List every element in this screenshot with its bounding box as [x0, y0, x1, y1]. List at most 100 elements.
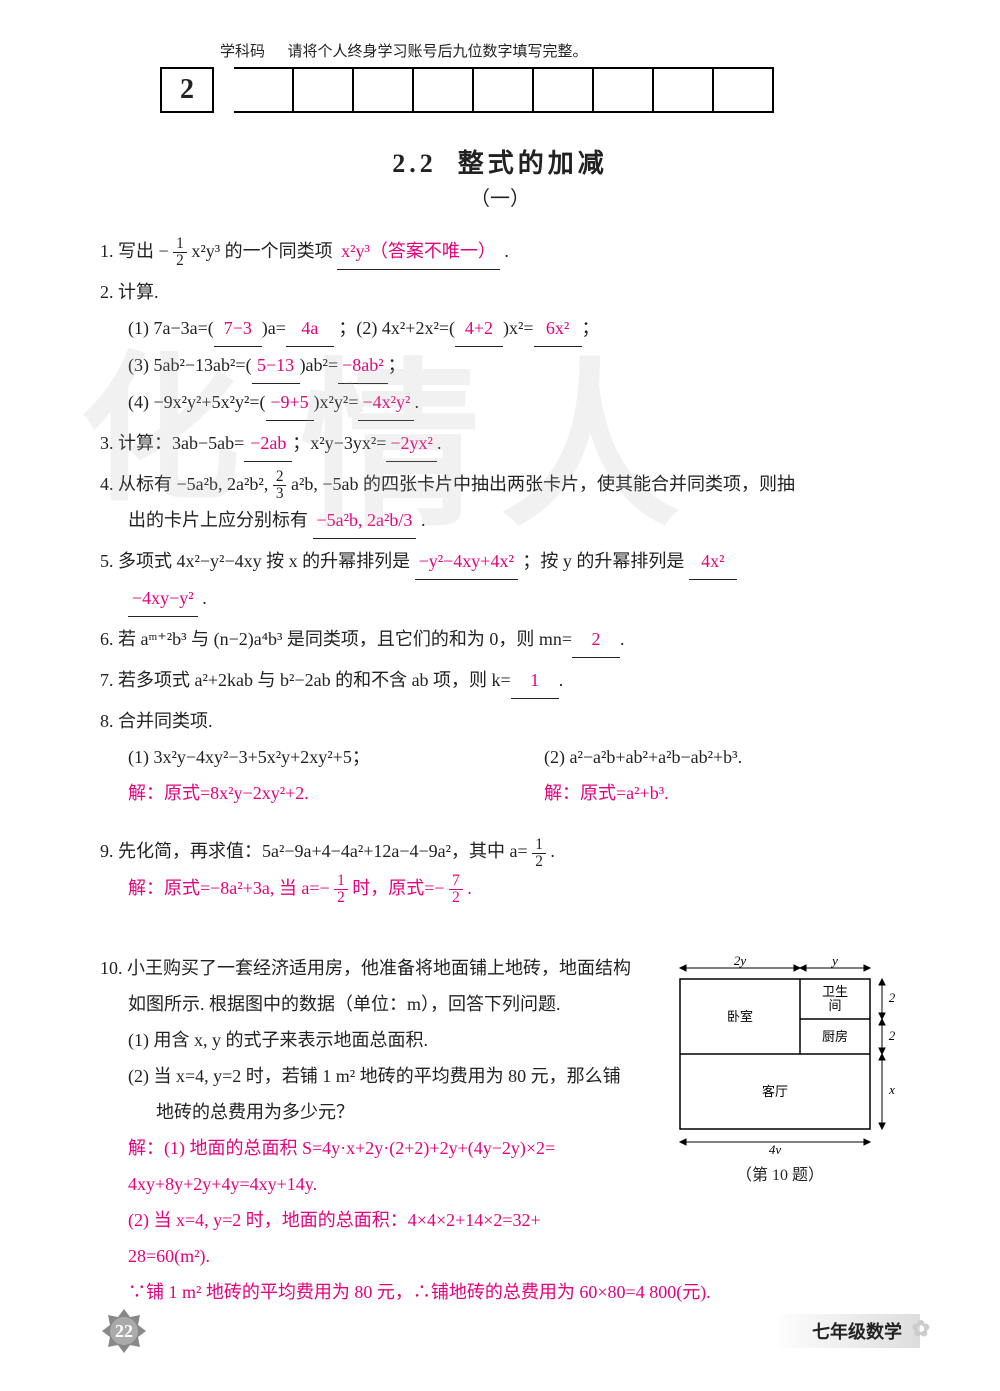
q4-c: 出的卡片上应分别标有: [128, 510, 308, 530]
q10-p2: (2) 当 x=4, y=2 时，若铺 1 m² 地砖的平均费用为 80 元，那…: [128, 1058, 644, 1094]
q2-4-ans2: −4x²y²: [358, 384, 414, 421]
q10-diagram: 卧室 卫生 间 厨房 客厅: [660, 954, 900, 1192]
q1-answer: x²y³（答案不唯一）: [337, 233, 500, 270]
q5-ans2a: 4x²: [689, 543, 737, 580]
section-title: 2.2 整式的加减: [100, 143, 900, 180]
code-boxes: 2: [160, 67, 900, 113]
svg-text:y: y: [830, 954, 838, 968]
q10-figcaption: （第 10 题）: [660, 1160, 900, 1192]
question-9: 9. 先化简，再求值：5a²−9a+4−4a²+12a−4−9a²，其中 a= …: [100, 833, 900, 906]
question-5: 5. 多项式 4x²−y²−4xy 按 x 的升幂排列是 −y²−4xy+4x²…: [100, 543, 900, 617]
q1-prefix: 1. 写出 −: [100, 241, 169, 261]
code-box[interactable]: [474, 67, 534, 113]
q6-a: 6. 若 aᵐ⁺²b³ 与 (n−2)a⁴b³ 是同类项，且它们的和为 0，则 …: [100, 629, 572, 649]
q2-1-ans1: 7−3: [214, 310, 262, 347]
q10-s2b: 28=60(m²).: [128, 1238, 644, 1274]
q10-l2: 如图所示. 根据图中的数据（单位：m），回答下列问题.: [128, 986, 644, 1022]
svg-text:卫生: 卫生: [822, 984, 848, 999]
q2-1a: (1) 7a−3a=(: [128, 318, 214, 338]
q10-s1: 解：(1) 地面的总面积 S=4y·x+2y·(2+2)+2y+(4y−2y)×…: [128, 1130, 644, 1166]
q2-4-ans1: −9+5: [266, 384, 314, 421]
page-number-badge: 22: [100, 1307, 148, 1355]
code-box[interactable]: [534, 67, 594, 113]
question-1: 1. 写出 − 12 x²y³ 的一个同类项 x²y³（答案不唯一） .: [100, 233, 900, 270]
q10-p1: (1) 用含 x, y 的式子来表示地面总面积.: [128, 1022, 644, 1058]
q2-1c: )a=: [262, 318, 286, 338]
q5-tail: .: [202, 588, 207, 608]
question-2: 2. 计算. (1) 7a−3a=(7−3)a=4a ；(2) 4x²+2x²=…: [100, 274, 900, 421]
q8-sol1: 解：原式=8x²y−2xy²+2.: [128, 775, 484, 811]
q4-b: a²b, −5ab 的四张卡片中抽出两张卡片，使其能合并同类项，则抽: [291, 474, 795, 494]
q9-sol-b: 时，原式=−: [352, 878, 444, 898]
flower-icon: ✿: [912, 1316, 930, 1342]
code-box[interactable]: [414, 67, 474, 113]
q5-ans2b: −4xy−y²: [128, 580, 198, 617]
q7-answer: 1: [511, 662, 559, 699]
q2-2a: ；(2) 4x²+2x²=(: [338, 318, 455, 338]
q10-s3: ∵铺 1 m² 地砖的平均费用为 80 元，∴铺地砖的总费用为 60×80=4 …: [128, 1274, 900, 1310]
q9-sol-a: 解：原式=−8a²+3a, 当 a=−: [128, 878, 330, 898]
q2-3a: (3) 5ab²−13ab²=(: [128, 355, 252, 375]
q4-a: 4. 从标有 −5a²b, 2a²b²,: [100, 474, 268, 494]
svg-text:2: 2: [889, 1028, 896, 1043]
code-box[interactable]: [354, 67, 414, 113]
svg-text:客厅: 客厅: [762, 1084, 788, 1099]
question-8: 8. 合并同类项. (1) 3x²y−4xy²−3+5x²y+2xy²+5； 解…: [100, 703, 900, 811]
subject-code-label: 学科码: [220, 44, 265, 60]
section-number: 2.2: [392, 149, 437, 178]
fraction-icon: 12: [334, 873, 348, 906]
q9-a: 9. 先化简，再求值：5a²−9a+4−4a²+12a−4−9a²，其中 a=: [100, 841, 528, 861]
q6-answer: 2: [572, 621, 620, 658]
q2-head: 2. 计算.: [100, 274, 900, 310]
svg-text:厨房: 厨房: [822, 1029, 848, 1044]
q10-s1b: 4xy+8y+2y+4y=4xy+14y.: [128, 1166, 644, 1202]
footer-right: 七年级数学 ✿: [772, 1314, 920, 1348]
instruction-text: 请将个人终身学习账号后九位数字填写完整。: [288, 44, 588, 60]
code-box[interactable]: [234, 67, 294, 113]
q2-3tail: ；: [388, 355, 406, 375]
section-title-text: 整式的加减: [458, 149, 608, 178]
question-4: 4. 从标有 −5a²b, 2a²b², 23 a²b, −5ab 的四张卡片中…: [100, 466, 900, 539]
q10-s2: (2) 当 x=4, y=2 时，地面的总面积：4×4×2+14×2=32+: [128, 1202, 644, 1238]
q4-answer: −5a²b, 2a²b/3: [313, 502, 417, 539]
q2-3-ans2: −8ab²: [338, 347, 388, 384]
code-box[interactable]: [654, 67, 714, 113]
footer: 22 七年级数学 ✿: [100, 1307, 920, 1355]
code-box-first: 2: [160, 67, 214, 113]
fraction-icon: 23: [273, 469, 287, 502]
q2-3c: )ab²=: [300, 355, 339, 375]
q1-suffix: .: [504, 241, 509, 261]
svg-text:2y: 2y: [734, 954, 747, 968]
code-box[interactable]: [294, 67, 354, 113]
question-3: 3. 计算：3ab−5ab=−2ab；x²y−3yx²=−2yx².: [100, 425, 900, 462]
q9-solution: 解：原式=−8a²+3a, 当 a=− 12 时，原式=− 72 .: [128, 870, 900, 906]
q10-p2b: 地砖的总费用为多少元？: [156, 1094, 644, 1130]
q1-mid: x²y³ 的一个同类项: [191, 241, 332, 261]
q3-ans1: −2ab: [244, 425, 292, 462]
q3-a: 3. 计算：3ab−5ab=: [100, 433, 244, 453]
q5-a: 5. 多项式 4x²−y²−4xy 按 x 的升幂排列是: [100, 551, 410, 571]
q3-ans2: −2yx²: [386, 425, 437, 462]
q8-head: 8. 合并同类项.: [100, 703, 900, 739]
svg-text:卧室: 卧室: [727, 1009, 753, 1024]
q8-p1: (1) 3x²y−4xy²−3+5x²y+2xy²+5；: [128, 739, 484, 775]
code-box[interactable]: [714, 67, 774, 113]
q2-2-ans1: 4+2: [455, 310, 503, 347]
q7-tail: .: [559, 670, 564, 690]
svg-text:4y: 4y: [769, 1142, 782, 1154]
q2-1-ans2: 4a: [286, 310, 334, 347]
q2-3-ans1: 5−13: [252, 347, 300, 384]
q3-tail: .: [437, 433, 442, 453]
code-box[interactable]: [594, 67, 654, 113]
fraction-icon: 72: [449, 873, 463, 906]
q2-4c: )x²y²=: [314, 392, 359, 412]
q2-4tail: .: [414, 392, 419, 412]
question-6: 6. 若 aᵐ⁺²b³ 与 (n−2)a⁴b³ 是同类项，且它们的和为 0，则 …: [100, 621, 900, 658]
q3-c: ；x²y−3yx²=: [292, 433, 386, 453]
grade-subject: 七年级数学: [812, 1322, 902, 1342]
fraction-icon: 12: [173, 236, 187, 269]
svg-text:x: x: [888, 1082, 895, 1097]
q6-tail: .: [620, 629, 625, 649]
page-number: 22: [115, 1321, 133, 1342]
q9-sol-tail: .: [467, 878, 472, 898]
